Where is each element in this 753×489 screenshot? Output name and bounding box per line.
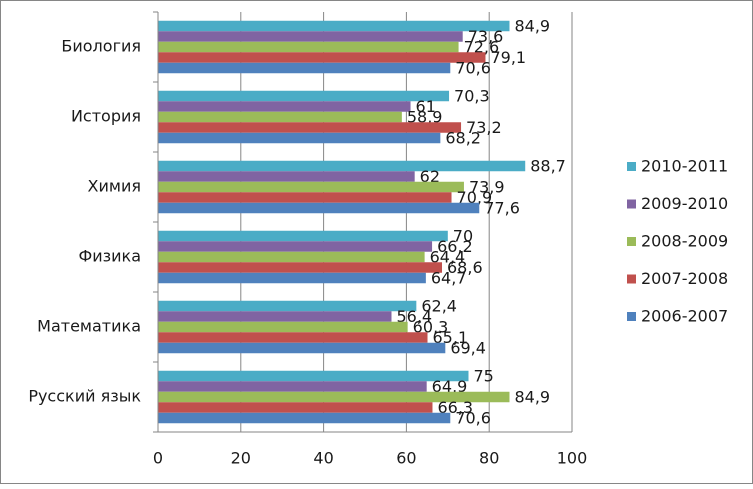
data-label: 73,6 bbox=[468, 27, 504, 46]
bar-2010-2011-биология bbox=[158, 20, 510, 32]
data-label: 70,9 bbox=[457, 188, 493, 207]
y-tick-label: Математика bbox=[37, 317, 141, 336]
bar-2009-2010-математика bbox=[158, 311, 392, 322]
data-label: 64,4 bbox=[430, 248, 466, 267]
x-tick-label: 0 bbox=[153, 449, 163, 468]
data-label: 70,6 bbox=[455, 409, 491, 428]
bar-2010-2011-химия bbox=[158, 160, 526, 172]
y-tick-label: Химия bbox=[88, 177, 141, 196]
bar-2006-2007-история bbox=[158, 132, 441, 144]
bar-2008-2009-биология bbox=[158, 41, 459, 53]
bar-2006-2007-химия bbox=[158, 202, 480, 214]
legend-label: 2010-2011 bbox=[641, 157, 728, 176]
bar-2007-2008-русский-язык bbox=[158, 402, 433, 413]
data-label: 75 bbox=[474, 367, 494, 386]
x-tick-label: 40 bbox=[313, 449, 333, 468]
legend-swatch-2009-2010 bbox=[627, 199, 636, 209]
x-tick-label: 60 bbox=[396, 449, 416, 468]
data-label: 79,1 bbox=[490, 48, 526, 67]
y-tick-label: Биология bbox=[61, 37, 141, 56]
bar-2006-2007-физика bbox=[158, 272, 426, 284]
data-label: 68,6 bbox=[447, 258, 483, 277]
bar-2009-2010-русский-язык bbox=[158, 381, 427, 392]
legend-label: 2009-2010 bbox=[641, 194, 728, 213]
data-label: 61 bbox=[416, 97, 436, 116]
data-label: 65,1 bbox=[433, 328, 469, 347]
data-label: 73,2 bbox=[466, 118, 502, 137]
x-tick-label: 100 bbox=[557, 449, 588, 468]
data-label: 66,3 bbox=[437, 398, 473, 417]
legend-swatch-2006-2007 bbox=[627, 312, 636, 321]
bar-2007-2008-биология bbox=[158, 52, 486, 63]
data-label: 70,6 bbox=[455, 59, 491, 78]
bar-2007-2008-химия bbox=[158, 192, 452, 203]
bar-2006-2007-биология bbox=[158, 62, 451, 74]
data-label: 70,3 bbox=[454, 87, 490, 106]
data-label: 73,9 bbox=[469, 178, 505, 197]
data-label: 66,2 bbox=[437, 237, 473, 256]
data-label: 64,9 bbox=[432, 377, 468, 396]
bar-2008-2009-математика bbox=[158, 321, 408, 333]
legend-swatch-2010-2011 bbox=[627, 162, 636, 171]
data-label: 58,9 bbox=[407, 108, 443, 127]
bar-2009-2010-биология bbox=[158, 31, 463, 42]
bar-2008-2009-физика bbox=[158, 251, 425, 263]
data-label: 77,6 bbox=[484, 199, 520, 218]
data-label: 70 bbox=[453, 227, 473, 246]
bar-2007-2008-история bbox=[158, 122, 462, 133]
data-label: 72,6 bbox=[464, 38, 500, 57]
data-label: 64,7 bbox=[431, 269, 467, 288]
data-label: 60,3 bbox=[413, 318, 449, 337]
legend-label: 2007-2008 bbox=[641, 269, 728, 288]
data-label: 69,4 bbox=[450, 339, 486, 358]
bar-2010-2011-физика bbox=[158, 230, 448, 242]
y-tick-label: Русский язык bbox=[28, 387, 141, 406]
y-tick-label: История bbox=[71, 107, 141, 126]
data-label: 88,7 bbox=[530, 157, 566, 176]
bar-2009-2010-физика bbox=[158, 241, 433, 252]
bar-2010-2011-русский-язык bbox=[158, 370, 469, 382]
bar-2008-2009-русский-язык bbox=[158, 391, 510, 403]
legend-swatch-2007-2008 bbox=[627, 274, 636, 284]
data-label: 62 bbox=[420, 167, 440, 186]
bar-2006-2007-математика bbox=[158, 342, 446, 354]
bar-2010-2011-история bbox=[158, 90, 450, 102]
legend-label: 2008-2009 bbox=[641, 232, 728, 251]
bar-2007-2008-математика bbox=[158, 332, 428, 343]
data-label: 84,9 bbox=[514, 17, 550, 36]
data-label: 84,9 bbox=[514, 388, 550, 407]
bar-2006-2007-русский-язык bbox=[158, 412, 451, 424]
data-label: 68,2 bbox=[445, 129, 481, 148]
x-tick-label: 80 bbox=[479, 449, 499, 468]
legend-label: 2006-2007 bbox=[641, 307, 728, 326]
data-label: 62,4 bbox=[421, 297, 457, 316]
y-tick-label: Физика bbox=[78, 247, 141, 266]
bar-2008-2009-история bbox=[158, 111, 402, 123]
bar-2009-2010-история bbox=[158, 101, 411, 112]
bar-2009-2010-химия bbox=[158, 171, 415, 182]
legend-swatch-2008-2009 bbox=[627, 237, 636, 246]
bar-2007-2008-физика bbox=[158, 262, 443, 273]
bar-2008-2009-химия bbox=[158, 181, 464, 193]
x-tick-label: 20 bbox=[231, 449, 251, 468]
data-label: 56,4 bbox=[396, 307, 432, 326]
bar-2010-2011-математика bbox=[158, 300, 417, 312]
